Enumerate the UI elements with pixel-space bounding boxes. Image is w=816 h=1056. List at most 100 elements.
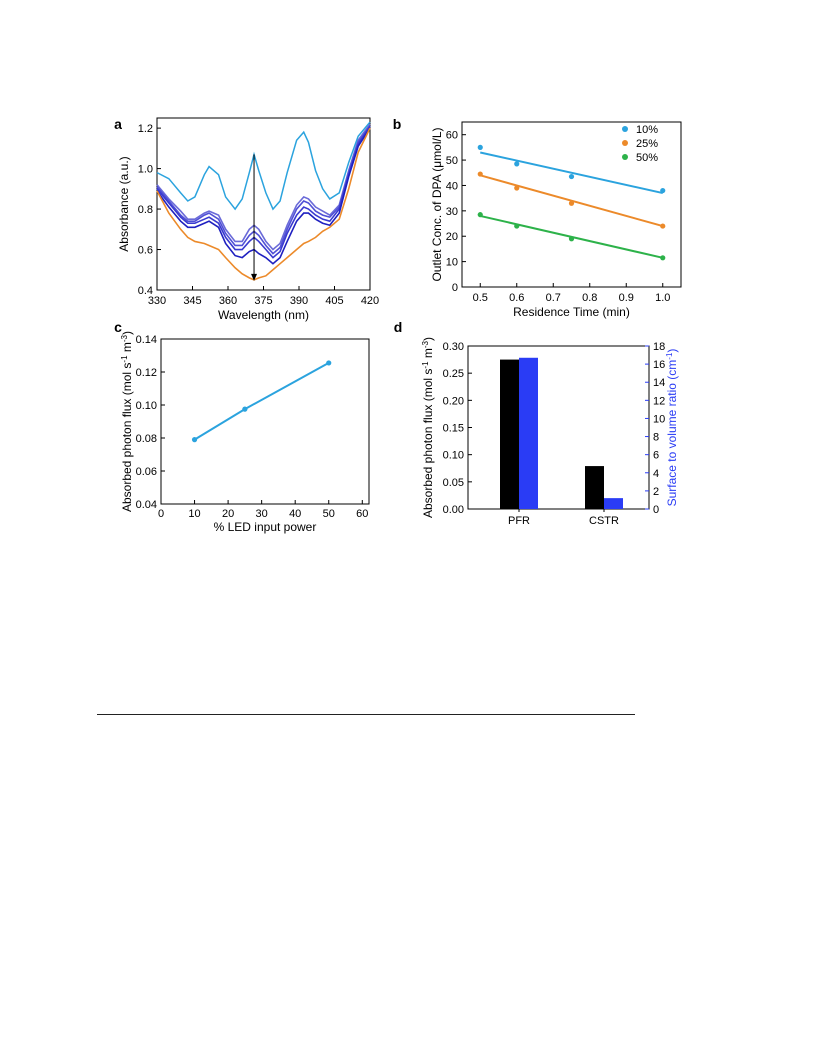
- panel-c-xtick-label: 50: [323, 508, 335, 520]
- panel-d-ylabel-part: -1: [421, 361, 430, 369]
- panel-c-xtick-label: 30: [256, 508, 268, 520]
- panel-d-y2label-part: ): [665, 349, 679, 353]
- panel-b-legend-marker: [622, 154, 628, 160]
- panel-c-point: [326, 360, 332, 366]
- panel-b-point: [568, 236, 575, 242]
- panel-c-ylabel-part: -3: [120, 334, 129, 342]
- panel-d-ytick-label: 0.10: [443, 450, 464, 462]
- panel-d-y2tick-label: 12: [653, 395, 665, 407]
- panel-b-point: [514, 161, 520, 167]
- panel-a-series-line: [156, 123, 371, 251]
- panel-b-fit-line: [480, 151, 663, 195]
- panel-b-point: [568, 200, 575, 206]
- panel-b-point: [660, 187, 666, 194]
- panel-d-ytick-label: 0.25: [443, 368, 464, 380]
- panel-b-ytick-label: 10: [446, 257, 458, 269]
- panel-b-point: [568, 173, 575, 180]
- panel-a-xtick-label: 345: [183, 295, 201, 307]
- panel-b-xtick-label: 1.0: [655, 292, 670, 304]
- panel-c-frame: [160, 338, 370, 505]
- panel-c-ytick-label: 0.10: [136, 400, 157, 412]
- panel-a-ytick-label: 0.6: [138, 245, 153, 257]
- panel-a-letter: a: [114, 116, 122, 132]
- panel-b-legend-label: 10%: [636, 124, 658, 136]
- panel-c-series-line: [194, 362, 330, 441]
- panel-a-arrow-head: [251, 273, 258, 281]
- panel-d-y2label-part: -1: [665, 352, 674, 360]
- panel-d-ylabel-part: -3: [421, 340, 430, 348]
- panel-c-point: [191, 437, 198, 443]
- panel-c-ytick-label: 0.08: [136, 433, 157, 445]
- panel-d-bar-sv-ratio: [604, 498, 623, 509]
- panel-a-series-line: [156, 125, 371, 259]
- panel-b-point: [660, 255, 666, 261]
- panel-d-bar-flux: [585, 466, 604, 509]
- panel-a-series-line: [156, 125, 371, 255]
- panel-c-xtick-label: 20: [222, 508, 234, 520]
- panel-b-legend-label: 25%: [636, 138, 658, 150]
- panel-b-point: [514, 185, 520, 191]
- panel-a-xtick-label: 360: [219, 295, 237, 307]
- panel-d-ytick-label: 0.05: [443, 477, 464, 489]
- panel-d-y2tick-label: 16: [653, 359, 665, 371]
- panel-b-ylabel: Outlet Conc. of DPA (μmol/L): [430, 127, 444, 281]
- panel-b-point: [477, 171, 483, 177]
- panel-c-ylabel: Absorbed photon flux (mol s-1 m-3): [120, 331, 135, 512]
- panel-a-xtick-label: 390: [290, 295, 308, 307]
- panel-d-category-label: CSTR: [589, 515, 619, 527]
- panel-d-ylabel-part: Absorbed photon flux (mol s: [421, 369, 435, 518]
- panel-c-xlabel: % LED input power: [214, 520, 317, 534]
- panel-d-letter: d: [394, 319, 403, 335]
- panel-d-y2tick-label: 10: [653, 413, 665, 425]
- panel-d-bar-sv-ratio: [519, 357, 538, 509]
- panel-d-y2label-part: Surface to volume ratio (cm: [665, 360, 679, 507]
- panel-d-ylabel-part: m: [421, 348, 435, 361]
- panel-c-ylabel-part: m: [120, 342, 134, 355]
- panel-a-xtick-label: 420: [361, 295, 379, 307]
- panel-b-frame: [461, 121, 682, 288]
- panel-b-ytick-label: 40: [446, 180, 458, 192]
- panel-d-y2tick-label: 6: [653, 450, 659, 462]
- panel-b-xtick-label: 0.7: [546, 292, 561, 304]
- panel-d-y2tick-label: 0: [653, 504, 659, 516]
- panel-a-ytick-label: 0.4: [138, 285, 153, 297]
- panel-a-series-line: [156, 127, 371, 265]
- panel-c-xtick-label: 10: [188, 508, 200, 520]
- panel-b-xlabel: Residence Time (min): [513, 305, 630, 319]
- panel-a-ylabel: Absorbance (a.u.): [117, 156, 131, 251]
- panel-b-ytick-label: 50: [446, 155, 458, 167]
- panel-d-ylabel: Absorbed photon flux (mol s-1 m-3): [421, 337, 436, 518]
- panel-a-series-line: [156, 127, 371, 281]
- panel-b-ytick-label: 30: [446, 206, 458, 218]
- panel-c-ytick-label: 0.14: [136, 334, 157, 346]
- panel-d-y2tick-label: 8: [653, 432, 659, 444]
- panel-b-ytick-label: 20: [446, 231, 458, 243]
- panel-c-point: [242, 406, 248, 412]
- panel-c-xtick-label: 60: [356, 508, 368, 520]
- panel-a-ytick-label: 1.2: [138, 123, 153, 135]
- panel-b-ytick-label: 60: [446, 130, 458, 142]
- panel-b-legend-marker: [622, 140, 628, 146]
- panel-d-frame: [467, 345, 650, 510]
- panel-b-xtick-label: 0.5: [473, 292, 488, 304]
- panel-a-xtick-label: 375: [254, 295, 272, 307]
- panel-d-ylabel-part: ): [421, 337, 435, 341]
- panel-a-ytick-label: 0.8: [138, 204, 153, 216]
- panel-d-category-label: PFR: [508, 515, 530, 527]
- panel-b-letter: b: [393, 116, 402, 132]
- panel-b-point: [514, 223, 520, 229]
- panel-d-ytick-label: 0.20: [443, 395, 464, 407]
- panel-c-ylabel-part: ): [120, 331, 134, 335]
- panel-a-series-line: [156, 121, 371, 211]
- panel-d-ytick-label: 0.30: [443, 341, 464, 353]
- panel-d-ytick-label: 0.00: [443, 504, 464, 516]
- panel-a-ytick-label: 1.0: [138, 164, 153, 176]
- panel-b-point: [477, 212, 483, 218]
- panel-d-y2tick-label: 14: [653, 377, 665, 389]
- panel-a-xlabel: Wavelength (nm): [218, 308, 309, 322]
- panel-d-y2label: Surface to volume ratio (cm-1): [665, 349, 680, 507]
- panel-b-legend-label: 50%: [636, 152, 658, 164]
- panel-d-y2tick-label: 2: [653, 486, 659, 498]
- panel-d-bar-flux: [500, 359, 519, 509]
